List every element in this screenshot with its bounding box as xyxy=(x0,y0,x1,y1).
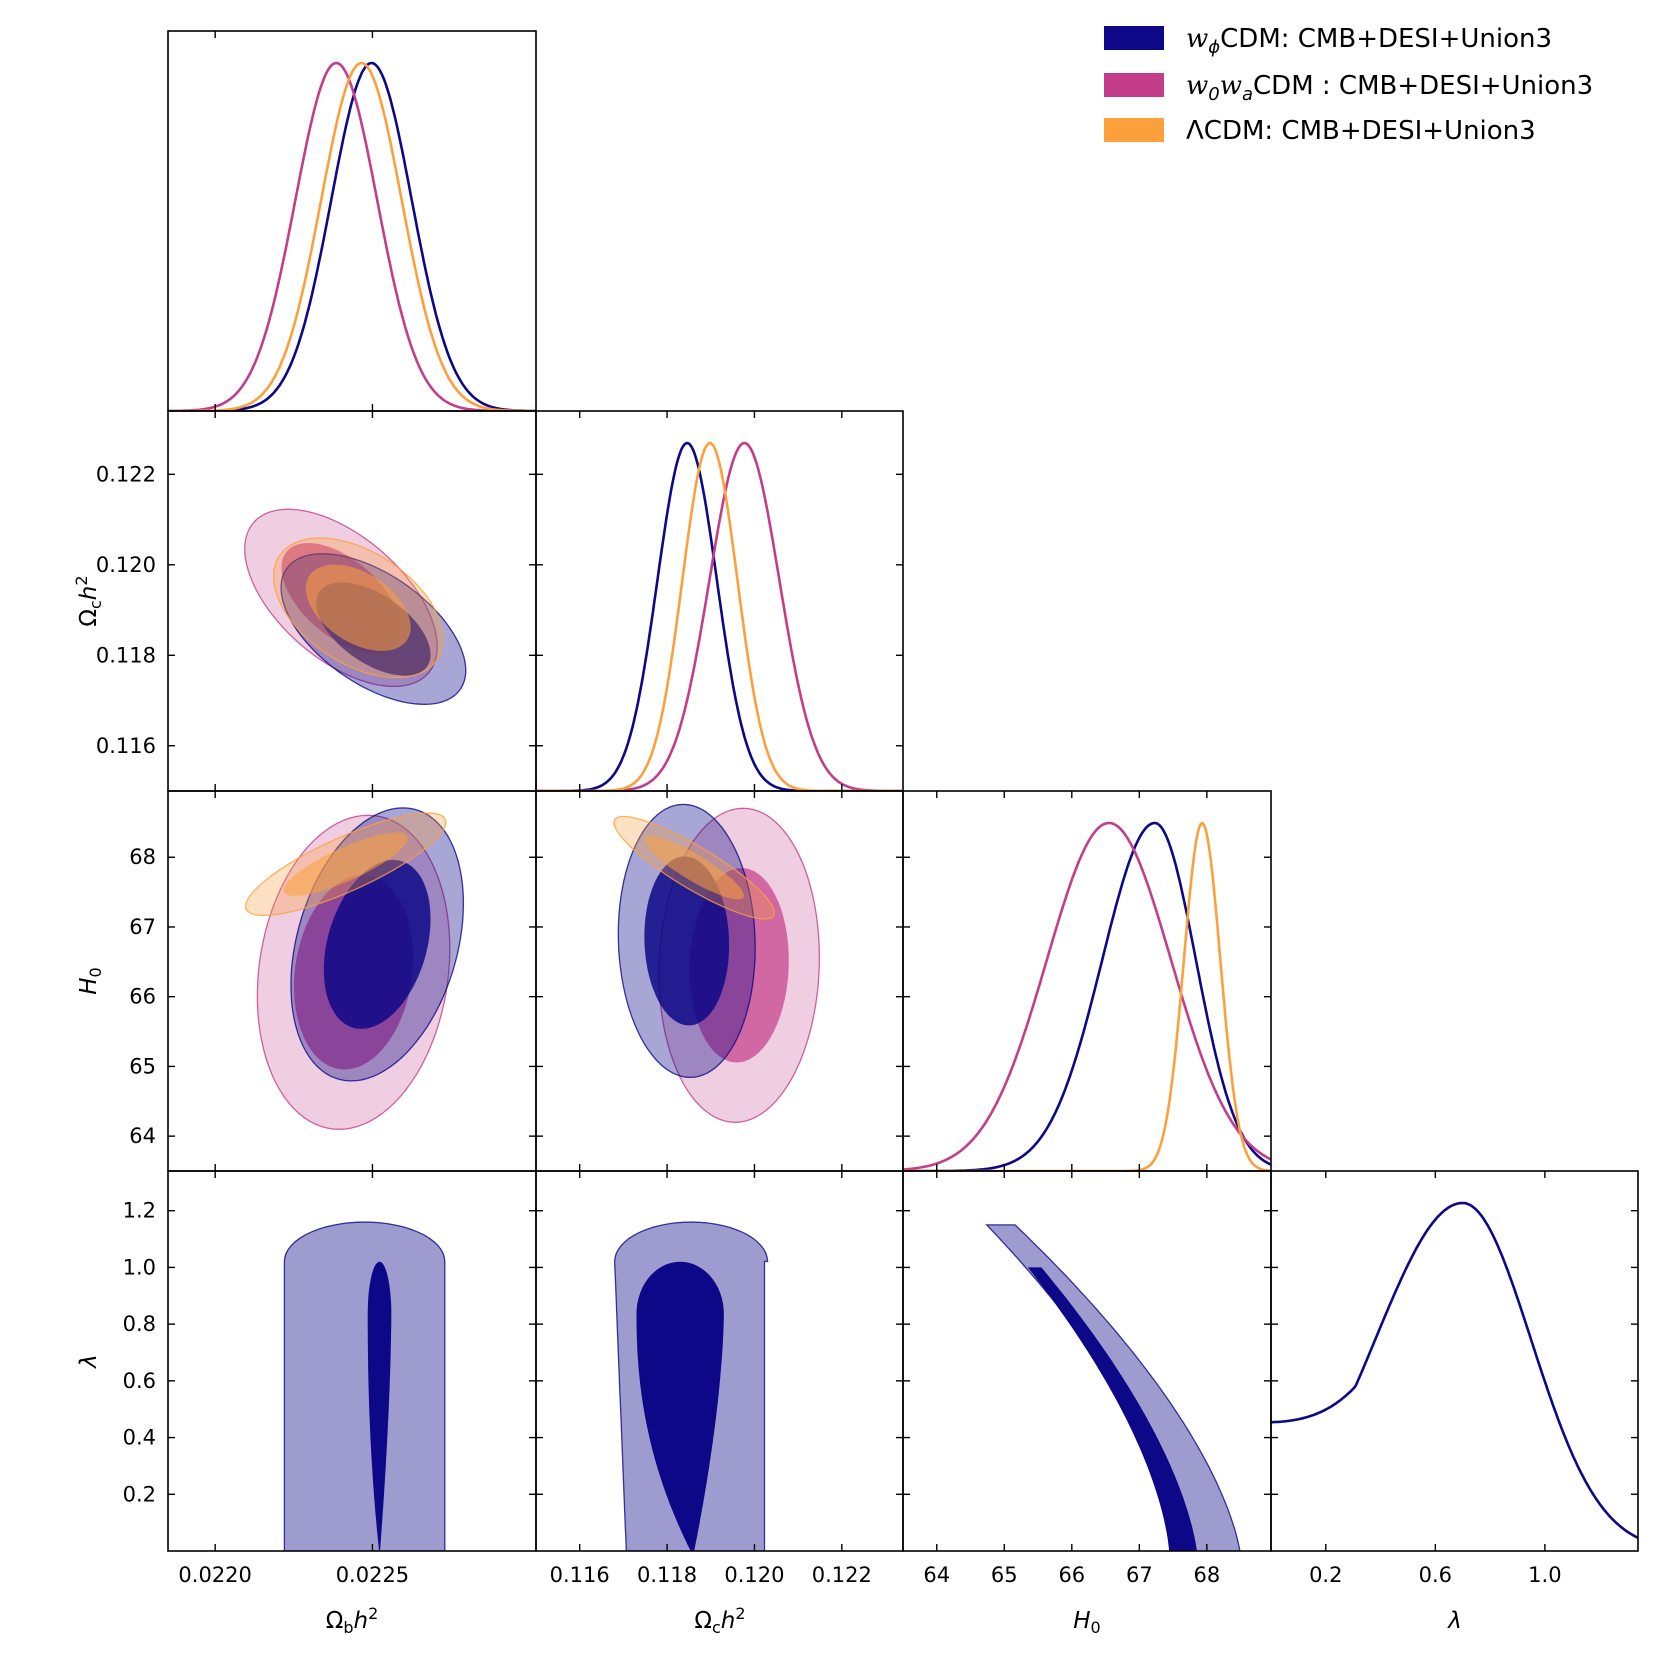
legend-label: ΛCDM: CMB+DESI+Union3 xyxy=(1186,116,1536,146)
legend-entry: wϕCDM: CMB+DESI+Union3 xyxy=(1104,24,1552,58)
x-tick-label: 0.122 xyxy=(812,1563,872,1587)
legend-label: wϕCDM: CMB+DESI+Union3 xyxy=(1186,24,1552,58)
x-axis-label-H0: H0 xyxy=(1073,1608,1100,1637)
legend-label: w0waCDM : CMB+DESI+Union3 xyxy=(1186,71,1593,105)
y-tick-label: 1.2 xyxy=(123,1199,156,1223)
contour-panel-lambda_vs_omega_b xyxy=(283,1221,446,1551)
contour-panel-H0_vs_omega_c xyxy=(613,803,821,1123)
w0waCDM-marginal-H0 xyxy=(903,821,1271,1171)
x-tick-label: 0.2 xyxy=(1309,1563,1342,1587)
y-tick-label: 1.0 xyxy=(123,1255,156,1279)
panel-frame xyxy=(1270,1170,1639,1552)
y-tick-label: 0.4 xyxy=(123,1426,156,1450)
contour-panel-lambda_vs_H0 xyxy=(985,1224,1241,1551)
x-tick-label: 0.6 xyxy=(1419,1563,1452,1587)
contour-panel-H0_vs_omega_b xyxy=(244,807,465,1130)
x-axis-label-omega_c: Ωch2 xyxy=(694,1604,745,1637)
x-tick-label: 0.0220 xyxy=(178,1563,251,1587)
legend-swatch xyxy=(1104,73,1164,97)
panel-frame xyxy=(902,790,1272,1172)
legend: wϕCDM: CMB+DESI+Union3 w0waCDM : CMB+DESI… xyxy=(1104,24,1593,146)
y-tick-label: 0.116 xyxy=(96,734,156,758)
LCDM-marginal-omega_c xyxy=(536,441,903,791)
y-tick-label: 67 xyxy=(129,915,156,939)
x-tick-label: 68 xyxy=(1193,1563,1220,1587)
y-tick-label: 0.118 xyxy=(96,643,156,667)
contour-panel-omega_c_vs_omega_b xyxy=(244,508,467,705)
w0waCDM-marginal-omega_b xyxy=(168,61,536,411)
wphiCDM-marginal-H0 xyxy=(903,821,1271,1171)
y-tick-label: 0.8 xyxy=(123,1312,156,1336)
x-tick-label: 0.116 xyxy=(550,1563,610,1587)
y-tick-label: 0.2 xyxy=(123,1482,156,1506)
x-tick-label: 0.0225 xyxy=(336,1563,409,1587)
y-axis-label-H0: H0 xyxy=(76,967,105,994)
x-tick-label: 66 xyxy=(1058,1563,1085,1587)
contour-panel-lambda_vs_omega_c xyxy=(613,1221,769,1551)
y-tick-label: 65 xyxy=(129,1054,156,1078)
LCDM-68-contour xyxy=(305,564,411,651)
y-tick-label: 0.122 xyxy=(96,462,156,486)
wphiCDM-68-contour xyxy=(367,1261,392,1551)
y-tick-label: 0.6 xyxy=(123,1369,156,1393)
x-axis-label-lambda: λ xyxy=(1446,1608,1462,1634)
legend-entry: ΛCDM: CMB+DESI+Union3 xyxy=(1104,116,1536,146)
LCDM-marginal-H0 xyxy=(903,821,1271,1171)
marginal-panel-H0 xyxy=(903,821,1271,1171)
x-tick-label: 64 xyxy=(923,1563,950,1587)
wphiCDM-marginal-omega_c xyxy=(536,441,903,791)
x-tick-label: 0.118 xyxy=(637,1563,697,1587)
marginal-panel-lambda xyxy=(1271,1201,1638,1540)
x-tick-label: 0.120 xyxy=(724,1563,784,1587)
legend-swatch xyxy=(1104,118,1164,142)
x-tick-label: 1.0 xyxy=(1528,1563,1561,1587)
legend-entry: w0waCDM : CMB+DESI+Union3 xyxy=(1104,71,1593,105)
y-tick-label: 68 xyxy=(129,845,156,869)
wphiCDM-marginal-omega_b xyxy=(168,61,536,411)
wphiCDM-68-contour xyxy=(644,856,730,1026)
y-tick-label: 0.120 xyxy=(96,553,156,577)
wphiCDM-95-contour xyxy=(283,1221,446,1551)
x-tick-label: 65 xyxy=(991,1563,1018,1587)
LCDM-marginal-omega_b xyxy=(168,61,536,411)
LCDM-68-contour xyxy=(644,836,744,900)
x-axis-label-omega_b: Ωbh2 xyxy=(326,1604,379,1637)
y-axis-label-lambda: λ xyxy=(76,1354,102,1370)
x-tick-label: 67 xyxy=(1126,1563,1153,1587)
legend-swatch xyxy=(1104,26,1164,50)
wphiCDM-68-contour xyxy=(636,1261,724,1551)
wphiCDM-marginal-lambda xyxy=(1271,1201,1638,1540)
y-tick-label: 66 xyxy=(129,985,156,1009)
y-tick-label: 64 xyxy=(129,1124,156,1148)
wphiCDM-68-contour xyxy=(1027,1267,1197,1551)
w0waCDM-marginal-omega_c xyxy=(536,441,903,791)
marginal-panel-omega_b xyxy=(168,61,536,411)
marginal-panel-omega_c xyxy=(536,441,903,791)
wphiCDM-68-contour xyxy=(323,859,431,1029)
y-axis-label-omega_c: Ωch2 xyxy=(72,575,105,626)
LCDM-68-contour xyxy=(283,832,408,896)
